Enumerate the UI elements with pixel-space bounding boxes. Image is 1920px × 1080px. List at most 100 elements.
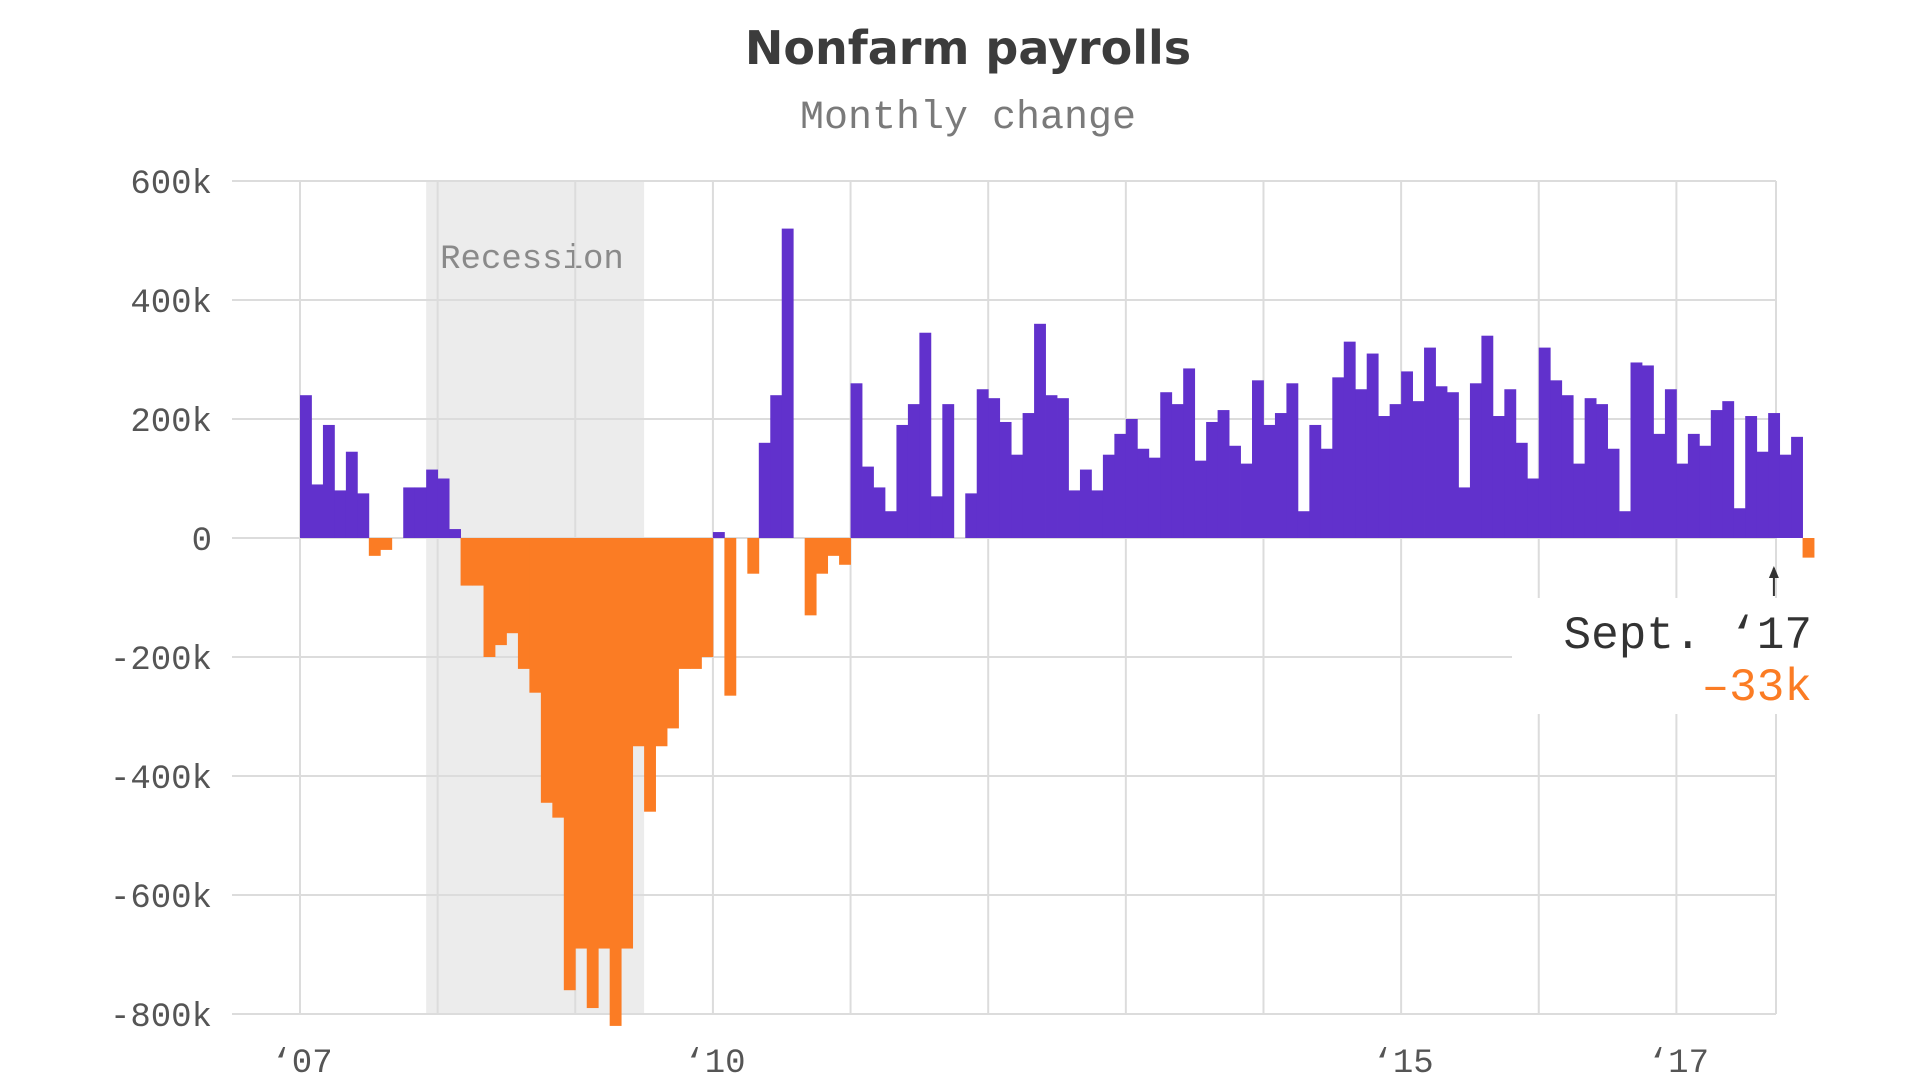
bar xyxy=(483,538,496,657)
bar xyxy=(1045,395,1058,538)
bar xyxy=(1102,454,1115,538)
bar xyxy=(1332,377,1345,538)
bar xyxy=(1378,416,1391,538)
bar xyxy=(1114,433,1127,538)
chart-title: Nonfarm payrolls xyxy=(745,21,1191,75)
bar xyxy=(988,398,1001,538)
bar xyxy=(1229,445,1241,538)
bar xyxy=(999,421,1012,538)
bar xyxy=(701,538,714,657)
bar xyxy=(644,538,656,812)
bar xyxy=(1550,380,1563,538)
bar xyxy=(1779,454,1792,538)
bar xyxy=(1079,469,1092,538)
bar xyxy=(965,493,978,538)
bar xyxy=(1206,421,1218,538)
recession-label: Recession xyxy=(440,241,624,279)
bar xyxy=(1355,389,1368,538)
bar xyxy=(1584,398,1597,538)
bar xyxy=(529,538,542,693)
bar xyxy=(1699,445,1712,538)
annotation-backdrop xyxy=(1512,598,1832,714)
y-tick-label: 400k xyxy=(130,285,212,323)
bar xyxy=(1366,353,1379,538)
bar xyxy=(1320,448,1333,538)
bar xyxy=(1469,383,1482,538)
bar xyxy=(322,424,335,538)
bar xyxy=(311,484,324,538)
bar xyxy=(930,496,943,538)
bar xyxy=(1183,368,1196,538)
bar xyxy=(747,538,760,574)
bar xyxy=(758,442,771,538)
bar xyxy=(598,538,611,949)
y-tick-label: 600k xyxy=(130,166,212,204)
annotation-value: –33k xyxy=(1702,662,1812,714)
bar xyxy=(1676,463,1689,538)
y-tick-label: -600k xyxy=(110,880,212,918)
bar xyxy=(1447,392,1459,538)
x-axis: ‘07 ‘10 ‘15 ‘17 xyxy=(271,1045,1709,1080)
bar xyxy=(1412,401,1425,538)
bar xyxy=(816,538,829,574)
bar xyxy=(563,538,576,991)
bar xyxy=(403,487,416,538)
bar xyxy=(1722,401,1735,538)
y-tick-label: -400k xyxy=(110,761,212,799)
y-tick-label: 200k xyxy=(130,404,212,442)
x-tick-label: ‘17 xyxy=(1648,1045,1709,1080)
bar xyxy=(770,395,783,538)
bar xyxy=(632,538,645,747)
bar xyxy=(1641,365,1654,538)
bar xyxy=(724,538,737,696)
bar xyxy=(850,383,863,538)
bar xyxy=(472,538,484,586)
bar xyxy=(884,511,897,538)
bar xyxy=(1034,323,1046,538)
bar xyxy=(1745,416,1758,538)
bar xyxy=(380,538,393,550)
bar xyxy=(827,538,840,556)
bar xyxy=(655,538,668,747)
bar xyxy=(1401,371,1413,538)
bar xyxy=(1492,416,1505,538)
bar xyxy=(1435,386,1448,538)
bar xyxy=(919,332,932,538)
bar xyxy=(1171,404,1184,538)
chart-subtitle: Monthly change xyxy=(800,96,1136,141)
bar xyxy=(368,538,381,556)
bar xyxy=(667,538,679,729)
bar xyxy=(1057,398,1069,538)
bar xyxy=(873,487,886,538)
bar xyxy=(1148,457,1161,538)
bar xyxy=(1710,410,1723,538)
bar xyxy=(1756,451,1769,538)
bar xyxy=(517,538,530,669)
bar xyxy=(1274,413,1287,538)
bar xyxy=(1091,490,1104,538)
x-tick-label: ‘07 xyxy=(271,1045,332,1080)
bar xyxy=(1252,380,1264,538)
bar xyxy=(1125,419,1138,538)
bar xyxy=(1022,413,1035,538)
bar xyxy=(1607,448,1620,538)
bar xyxy=(1791,436,1803,538)
bar xyxy=(1481,335,1494,538)
bar xyxy=(1309,424,1322,538)
bar xyxy=(437,478,450,538)
bar xyxy=(300,395,312,538)
bar xyxy=(1011,454,1024,538)
annotation-layer: Sept. ‘17–33k xyxy=(1512,566,1832,714)
bar xyxy=(575,538,588,949)
annotation-label: Sept. ‘17 xyxy=(1564,610,1812,662)
bar xyxy=(689,538,702,669)
bar xyxy=(1068,490,1081,538)
bar xyxy=(414,487,427,538)
bar xyxy=(494,538,507,646)
bar xyxy=(1240,463,1253,538)
bar xyxy=(1596,404,1608,538)
bar xyxy=(1653,433,1666,538)
bar xyxy=(1630,362,1643,538)
bar xyxy=(976,389,989,538)
